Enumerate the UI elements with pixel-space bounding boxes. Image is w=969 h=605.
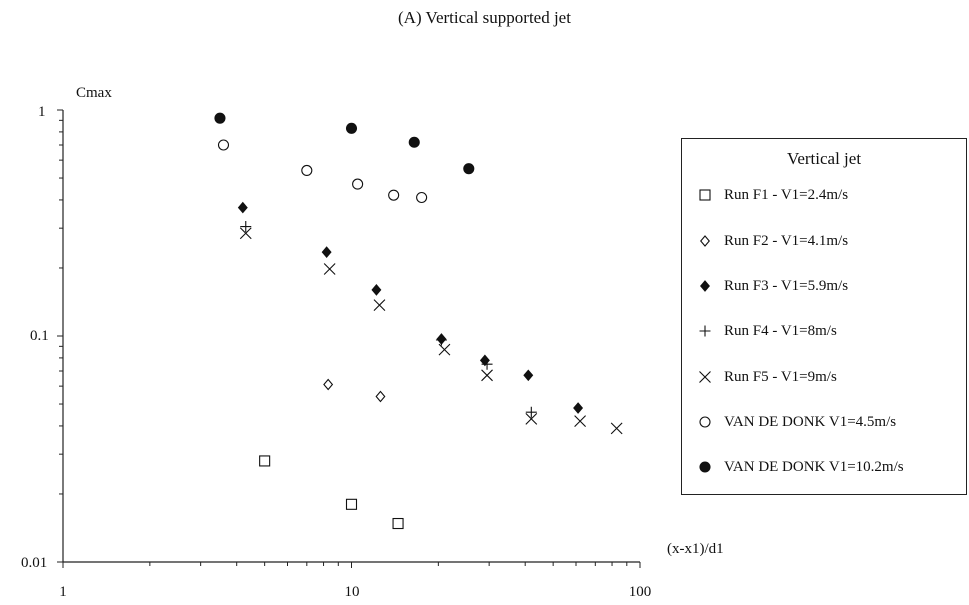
x-axis-label: (x-x1)/d1 xyxy=(667,541,724,557)
legend-label: Run F5 - V1=9m/s xyxy=(724,368,837,385)
legend-marker xyxy=(700,280,710,292)
data-point xyxy=(373,299,386,311)
legend-item-run-f3: Run F3 - V1=5.9m/s xyxy=(696,276,848,296)
filled-diamond-icon xyxy=(700,280,710,292)
data-point xyxy=(438,343,451,356)
legend-marker xyxy=(699,371,711,383)
data-point xyxy=(301,164,313,177)
data-marks xyxy=(214,112,623,530)
y-axis-label: Cmax xyxy=(76,85,112,101)
x-tick-label-10: 10 xyxy=(345,584,360,600)
data-point xyxy=(479,354,490,367)
data-point xyxy=(240,221,252,233)
legend-item-run-f4: Run F4 - V1=8m/s xyxy=(696,321,837,341)
data-point xyxy=(416,191,428,204)
cross-icon xyxy=(699,371,711,383)
data-point xyxy=(481,369,493,382)
legend: Vertical jet Run F1 - V1=2.4m/s Run F2 -… xyxy=(681,138,967,495)
plus-icon xyxy=(699,325,711,337)
legend-item-vandedonk-102: VAN DE DONK V1=10.2m/s xyxy=(696,457,904,477)
legend-marker xyxy=(699,461,711,473)
data-point xyxy=(214,112,226,124)
legend-marker xyxy=(700,235,710,247)
y-tick-label-001: 0.01 xyxy=(21,555,47,571)
axes: Cmax (x-x1)/d1 1 0.1 0.01 1 10 100 xyxy=(21,85,724,600)
data-point xyxy=(525,412,538,425)
data-point xyxy=(408,136,420,148)
legend-label: Run F2 - V1=4.1m/s xyxy=(724,232,849,249)
data-point xyxy=(237,201,248,214)
legend-marker xyxy=(699,325,711,337)
data-point xyxy=(375,390,386,403)
data-point xyxy=(610,422,623,435)
y-tick-label-01: 0.1 xyxy=(30,328,49,344)
series-1 xyxy=(323,378,386,403)
x-tick-label-100: 100 xyxy=(629,584,652,600)
legend-item-vandedonk-45: VAN DE DONK V1=4.5m/s xyxy=(696,412,896,432)
legend-item-run-f5: Run F5 - V1=9m/s xyxy=(696,367,837,387)
legend-title: Vertical jet xyxy=(786,149,862,168)
series-4 xyxy=(239,227,623,435)
data-point xyxy=(523,369,534,382)
x-tick-label-1: 1 xyxy=(59,584,67,600)
data-point xyxy=(481,358,493,370)
data-point xyxy=(323,263,336,275)
data-point xyxy=(345,122,358,134)
open-square-icon xyxy=(699,189,711,201)
legend-marker xyxy=(699,189,711,201)
series-0 xyxy=(259,455,404,530)
data-point xyxy=(323,378,334,391)
data-point xyxy=(259,455,271,467)
y-tick-label-1: 1 xyxy=(38,104,46,120)
data-point xyxy=(573,402,584,414)
data-point xyxy=(388,189,400,201)
data-point xyxy=(321,246,332,258)
data-point xyxy=(574,415,586,428)
series-3 xyxy=(240,221,537,418)
data-point xyxy=(345,498,358,510)
data-point xyxy=(217,139,230,151)
series-6 xyxy=(214,112,475,175)
legend-item-run-f2: Run F2 - V1=4.1m/s xyxy=(696,231,848,251)
legend-item-run-f1: Run F1 - V1=2.4m/s xyxy=(696,185,848,205)
data-point xyxy=(435,334,447,346)
open-diamond-icon xyxy=(700,235,710,247)
legend-label: Run F1 - V1=2.4m/s xyxy=(724,186,849,203)
legend-label: VAN DE DONK V1=4.5m/s xyxy=(724,413,897,430)
legend-label: Run F4 - V1=8m/s xyxy=(724,322,837,339)
data-point xyxy=(371,284,382,296)
legend-marker xyxy=(699,416,711,428)
data-point xyxy=(525,406,537,418)
chart-title: (A) Vertical supported jet xyxy=(398,8,571,27)
open-circle-icon xyxy=(699,416,711,428)
data-point xyxy=(392,517,404,530)
series-5 xyxy=(217,139,428,204)
legend-label: Run F3 - V1=5.9m/s xyxy=(724,277,849,294)
data-point xyxy=(352,178,364,190)
data-point xyxy=(239,227,252,240)
filled-circle-icon xyxy=(699,461,711,473)
series-2 xyxy=(237,201,584,414)
data-point xyxy=(463,163,475,175)
legend-label: VAN DE DONK V1=10.2m/s xyxy=(724,458,904,475)
